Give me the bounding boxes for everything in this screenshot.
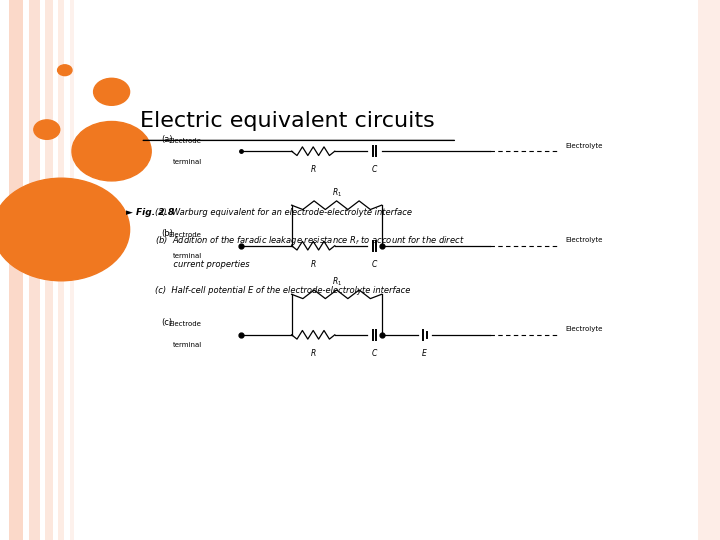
Text: (c): (c)	[162, 318, 173, 327]
Text: $C$: $C$	[371, 258, 378, 268]
Bar	[29, 0, 40, 540]
Bar	[45, 0, 53, 540]
Text: terminal: terminal	[172, 253, 202, 259]
Text: $R_1$: $R_1$	[331, 275, 342, 288]
Circle shape	[72, 122, 151, 181]
Bar	[9, 0, 23, 540]
Text: $C$: $C$	[371, 163, 378, 174]
Text: (a): (a)	[161, 134, 173, 144]
Text: $R$: $R$	[310, 258, 317, 268]
Text: Electrode: Electrode	[168, 232, 202, 238]
Text: $C$: $C$	[371, 347, 378, 357]
Text: Electrode: Electrode	[168, 321, 202, 327]
Text: $R_1$: $R_1$	[331, 186, 342, 199]
Circle shape	[58, 65, 72, 76]
Text: Electrolyte: Electrolyte	[565, 143, 603, 149]
Text: $R$: $R$	[310, 347, 317, 357]
Text: Electric equivalent circuits: Electric equivalent circuits	[140, 111, 435, 131]
Text: Electrolyte: Electrolyte	[565, 326, 603, 333]
Text: (b): (b)	[161, 229, 173, 238]
Bar	[698, 0, 720, 540]
Bar	[70, 0, 74, 540]
Circle shape	[0, 178, 130, 281]
Text: ► Fig. 2.8: ► Fig. 2.8	[126, 208, 174, 217]
Bar	[58, 0, 65, 540]
Text: $E$: $E$	[421, 347, 428, 357]
Text: Electrode: Electrode	[168, 138, 202, 144]
Circle shape	[34, 120, 60, 139]
Circle shape	[94, 78, 130, 105]
Text: terminal: terminal	[172, 342, 202, 348]
Text: (a)  Warburg equivalent for an electrode-electrolyte interface: (a) Warburg equivalent for an electrode-…	[155, 208, 412, 217]
Text: (b)  Addition of the faradic leakage resistance $R_f$ to account for the direct: (b) Addition of the faradic leakage resi…	[155, 234, 464, 247]
Text: terminal: terminal	[172, 159, 202, 165]
Text: $R$: $R$	[310, 163, 317, 174]
Text: (c)  Half-cell potential E of the electrode-electrolyte interface: (c) Half-cell potential E of the electro…	[155, 286, 410, 295]
Text: Electrolyte: Electrolyte	[565, 237, 603, 244]
Text: current properties: current properties	[155, 260, 249, 269]
